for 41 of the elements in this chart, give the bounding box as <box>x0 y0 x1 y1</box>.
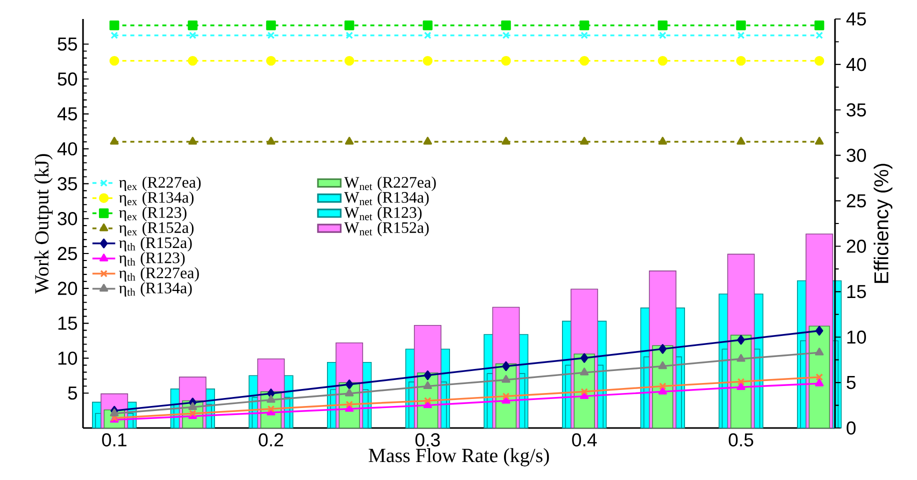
legend-label: W$_{net}$ (R123) <box>344 206 422 222</box>
y-tick-label: 25 <box>58 246 77 260</box>
y2-tick-label: 0 <box>846 421 856 435</box>
y-tick-label: 50 <box>58 72 78 86</box>
y2-tick-label: 25 <box>846 194 866 208</box>
x-axis-title: Mass Flow Rate (kg/s) <box>368 448 549 466</box>
legend-label: η$_{ex}$ (R152a) <box>118 222 194 236</box>
legend-label: η$_{th}$ (R134a) <box>118 282 192 297</box>
x-tick-label: 0.4 <box>572 433 597 446</box>
legend-label: η$_{ex}$ (R227ea) <box>118 176 201 191</box>
x-tick-label: 0.1 <box>102 433 126 446</box>
legend-label: W$_{net}$ (R227ea) <box>344 176 436 191</box>
y2-tick-label: 30 <box>846 148 866 162</box>
x-tick-label: 0.2 <box>258 433 284 446</box>
y-tick-label: 10 <box>58 352 78 365</box>
legend-label: η$_{th}$ (R123) <box>118 252 185 266</box>
y-tick-label: 35 <box>58 177 77 190</box>
legend-label: W$_{net}$ (R134a) <box>344 192 429 206</box>
y-tick-label: 55 <box>58 38 77 51</box>
y2-tick-label: 35 <box>846 103 866 117</box>
y2-tick-label: 40 <box>846 58 866 72</box>
x-tick-label: 0.3 <box>415 433 440 446</box>
y2-tick-label: 10 <box>847 330 866 344</box>
y2-tick-label: 15 <box>847 285 866 298</box>
y-tick-label: 30 <box>58 212 78 226</box>
legend-label: η$_{th}$ (R152a) <box>118 236 192 252</box>
y-tick-label: 20 <box>58 282 78 296</box>
legend-label: η$_{ex}$ (R123) <box>118 206 186 222</box>
y2-tick-label: 20 <box>846 240 866 253</box>
y2-axis-title: Efficiency (%) <box>874 164 892 283</box>
x-tick-label: 0.5 <box>728 433 754 446</box>
y-axis-title: Work Output (kJ) <box>34 154 53 294</box>
y-tick-label: 45 <box>57 107 77 120</box>
y-tick-label: 5 <box>68 386 77 400</box>
y-tick-label: 40 <box>57 142 78 156</box>
y-tick-label: 15 <box>58 316 77 330</box>
y2-tick-label: 45 <box>846 12 866 26</box>
y2-tick-label: 5 <box>846 376 856 390</box>
legend-label: η$_{th}$ (R227ea) <box>118 267 199 282</box>
legend-label: η$_{ex}$ (R134a) <box>118 192 194 206</box>
legend-label: W$_{net}$ (R152a) <box>344 222 429 236</box>
